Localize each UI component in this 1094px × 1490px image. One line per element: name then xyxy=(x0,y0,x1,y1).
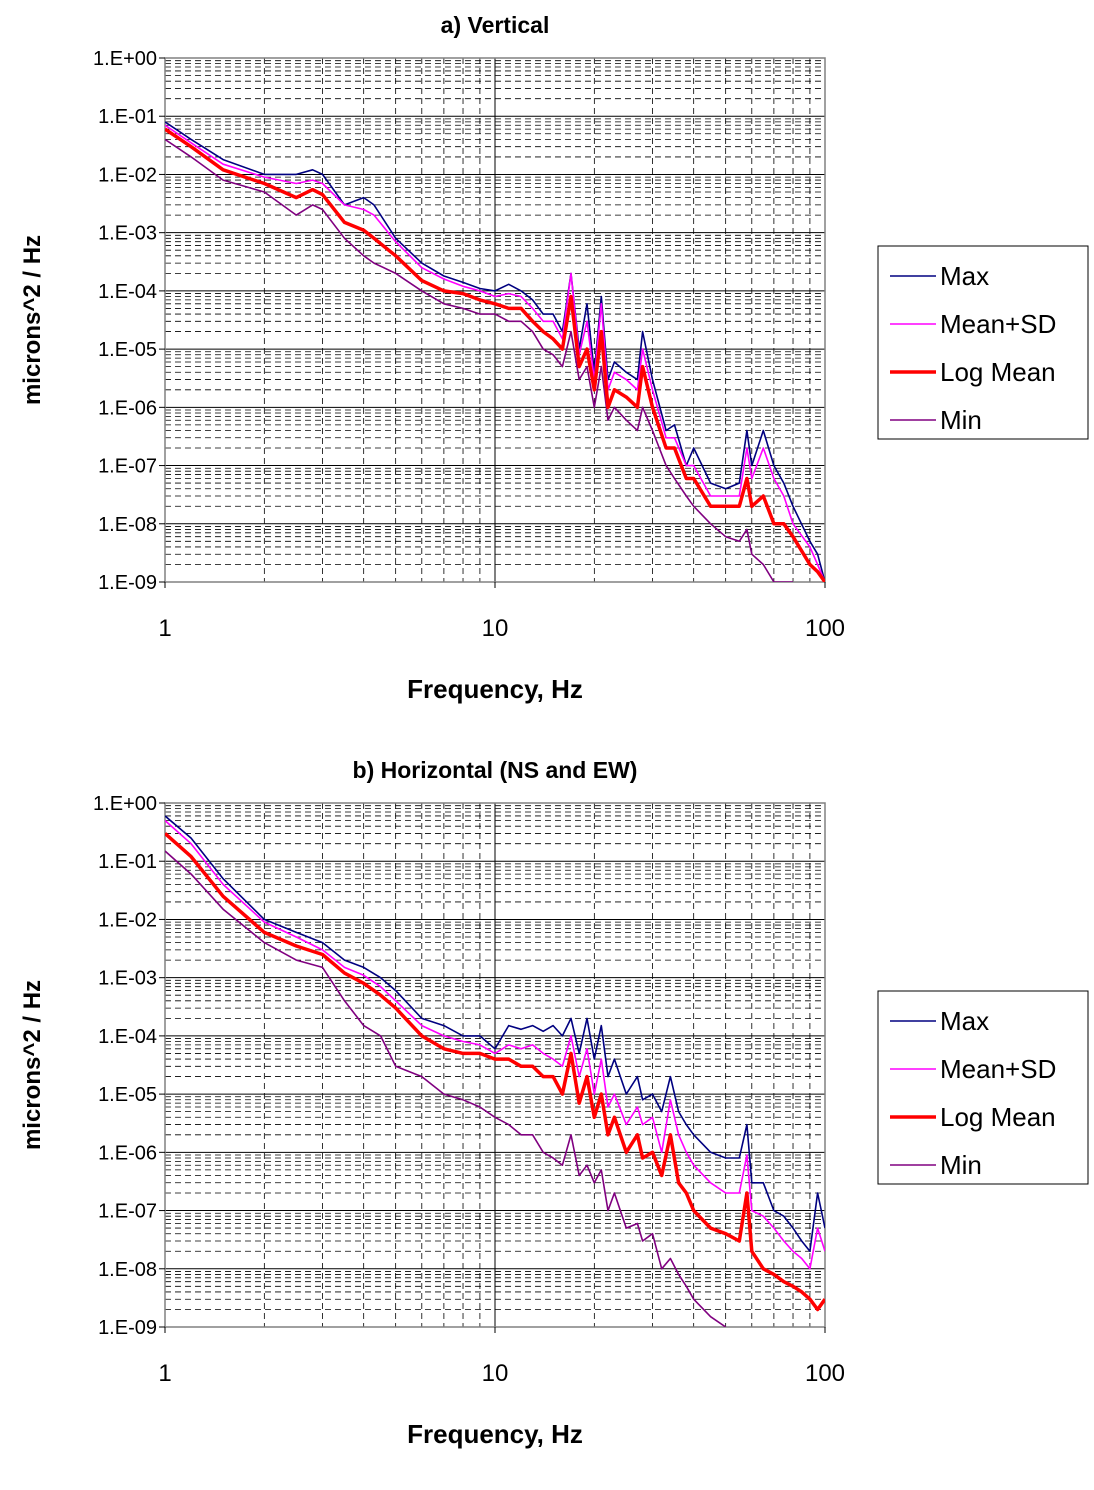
y-axis-label: microns^2 / Hz xyxy=(19,235,46,405)
x-tick-label: 100 xyxy=(805,1360,845,1387)
x-tick-label: 1 xyxy=(158,1360,171,1387)
y-tick-label: 1.E-04 xyxy=(98,281,157,303)
legend-label: Max xyxy=(940,261,989,291)
series-line-mean-sd xyxy=(165,819,825,1270)
y-tick-label: 1.E-07 xyxy=(98,456,157,478)
y-tick-label: 1.E-08 xyxy=(98,1259,157,1281)
legend: Max Mean+SD Log Mean Min xyxy=(877,990,1089,1185)
y-tick-label: 1.E-03 xyxy=(98,223,157,245)
y-tick-label: 1.E-02 xyxy=(98,164,157,186)
x-tick-label: 1 xyxy=(158,615,171,642)
series-line-min xyxy=(165,138,793,582)
x-axis-label: Frequency, Hz xyxy=(407,674,583,704)
series-line-max xyxy=(165,121,825,582)
chart-svg: 1.E-09 1.E-08 1.E-07 1.E-06 1.E-05 1.E-04 1.E-… xyxy=(19,757,1089,1449)
x-tick-label: 100 xyxy=(805,615,845,642)
y-tick-label: 1.E+00 xyxy=(93,48,157,70)
legend-label: Log Mean xyxy=(940,357,1056,387)
y-tick-label: 1.E-07 xyxy=(98,1201,157,1223)
legend-label: Mean+SD xyxy=(940,1054,1056,1084)
series-line-mean-sd xyxy=(165,124,825,582)
legend: Max Mean+SD Log Mean Min xyxy=(877,245,1089,440)
y-axis-label: microns^2 / Hz xyxy=(19,980,46,1150)
series-lines xyxy=(165,815,825,1327)
series-lines xyxy=(165,121,825,582)
chart-horizontal: 1.E-09 1.E-08 1.E-07 1.E-06 1.E-05 1.E-04 1.E-… xyxy=(0,745,1094,1490)
y-tick-label: 1.E-01 xyxy=(98,851,157,873)
legend-box xyxy=(877,990,1089,1185)
legend-box xyxy=(877,245,1089,440)
y-tick-label: 1.E-05 xyxy=(98,1084,157,1106)
y-tick-label: 1.E-02 xyxy=(98,909,157,931)
y-tick-label: 1.E-09 xyxy=(98,1317,157,1339)
legend-label: Max xyxy=(940,1006,989,1036)
x-tick-label: 10 xyxy=(482,615,509,642)
legend-label: Min xyxy=(940,1150,982,1180)
y-tick-label: 1.E-08 xyxy=(98,514,157,536)
gridlines xyxy=(164,802,826,1328)
series-line-log-mean xyxy=(165,127,825,582)
chart-svg: 1.E-09 1.E-08 1.E-07 1.E-06 1.E-05 1.E-04 1.E-… xyxy=(19,12,1089,704)
x-axis-label: Frequency, Hz xyxy=(407,1419,583,1449)
legend-label: Min xyxy=(940,405,982,435)
x-tick-label: 10 xyxy=(482,1360,509,1387)
chart-title: a) Vertical xyxy=(441,12,550,38)
legend-label: Mean+SD xyxy=(940,309,1056,339)
legend-label: Log Mean xyxy=(940,1102,1056,1132)
y-tick-label: 1.E-06 xyxy=(98,1142,157,1164)
chart-title: b) Horizontal (NS and EW) xyxy=(353,757,638,783)
y-tick-label: 1.E-01 xyxy=(98,106,157,128)
series-line-min xyxy=(165,850,727,1327)
y-tick-label: 1.E+00 xyxy=(93,793,157,815)
series-line-max xyxy=(165,815,825,1253)
chart-vertical: 1.E-09 1.E-08 1.E-07 1.E-06 1.E-05 1.E-04 1.E-… xyxy=(19,12,1089,704)
y-tick-label: 1.E-09 xyxy=(98,572,157,594)
y-tick-label: 1.E-05 xyxy=(98,339,157,361)
y-tick-label: 1.E-03 xyxy=(98,968,157,990)
y-tick-label: 1.E-06 xyxy=(98,397,157,419)
series-line-log-mean xyxy=(165,832,825,1312)
gridlines xyxy=(164,57,826,583)
y-tick-label: 1.E-04 xyxy=(98,1026,157,1048)
